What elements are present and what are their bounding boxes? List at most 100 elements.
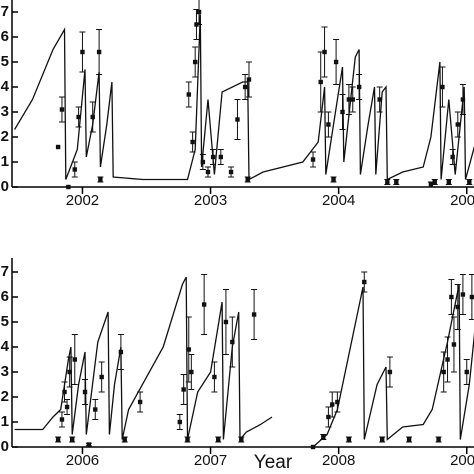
observed-point bbox=[64, 404, 70, 410]
y-tick-label: 4 bbox=[1, 78, 10, 95]
y-tick-label: 7 bbox=[1, 263, 9, 280]
observed-point bbox=[330, 402, 335, 407]
x-tick-label: 2007 bbox=[194, 452, 227, 469]
observed-point bbox=[76, 114, 81, 120]
y-tick-label: 3 bbox=[1, 363, 9, 380]
observed-point bbox=[190, 139, 195, 145]
observed-point bbox=[310, 444, 316, 450]
x-tick-label: 2008 bbox=[322, 452, 355, 469]
x-axis-label: Year bbox=[254, 452, 293, 473]
observed-point bbox=[218, 154, 224, 160]
observed-point bbox=[230, 339, 235, 345]
x-tick-label: 2003 bbox=[194, 192, 227, 209]
observed-point bbox=[460, 292, 466, 297]
observed-point bbox=[380, 437, 385, 442]
observed-point bbox=[181, 387, 186, 392]
observed-point bbox=[346, 97, 352, 102]
y-tick-label: 2 bbox=[1, 128, 9, 145]
y-tick-label: 6 bbox=[1, 28, 9, 45]
x-tick-label: 2005 bbox=[450, 192, 474, 209]
observed-point bbox=[326, 122, 331, 127]
observed-point bbox=[228, 169, 234, 175]
observed-point bbox=[205, 169, 211, 175]
y-tick-label: 0 bbox=[1, 438, 9, 455]
observed-point bbox=[200, 159, 206, 165]
observed-point bbox=[212, 374, 217, 380]
observed-point bbox=[340, 109, 345, 115]
observed-point bbox=[70, 437, 75, 442]
observed-point bbox=[59, 107, 65, 112]
observed-point bbox=[99, 374, 104, 380]
observed-point bbox=[449, 294, 454, 300]
y-tick-label: 6 bbox=[1, 288, 9, 305]
observed-point bbox=[67, 369, 72, 375]
y-tick-label: 5 bbox=[1, 53, 9, 70]
observed-point bbox=[59, 417, 65, 422]
observed-point bbox=[446, 179, 452, 185]
observed-point bbox=[82, 389, 88, 395]
observed-point bbox=[122, 437, 127, 442]
observed-point bbox=[331, 177, 336, 182]
observed-point bbox=[377, 97, 382, 102]
observed-point bbox=[210, 154, 216, 160]
observed-point bbox=[223, 319, 229, 325]
observed-point bbox=[137, 399, 143, 405]
y-tick-label: 5 bbox=[1, 313, 9, 330]
observed-point bbox=[251, 312, 257, 317]
observed-point bbox=[440, 84, 445, 90]
observed-point bbox=[310, 157, 316, 162]
observed-point bbox=[80, 49, 85, 55]
observed-point bbox=[189, 369, 194, 375]
observed-point bbox=[185, 437, 190, 442]
observed-point bbox=[322, 49, 327, 55]
observed-point bbox=[239, 437, 244, 442]
model-line bbox=[14, 276, 474, 448]
observed-point bbox=[450, 154, 455, 160]
y-tick-label: 4 bbox=[1, 338, 10, 355]
y-tick-label: 1 bbox=[1, 413, 9, 430]
x-tick-label: 2004 bbox=[322, 192, 355, 209]
observed-point bbox=[55, 437, 61, 442]
observed-point bbox=[362, 279, 367, 285]
observed-point bbox=[464, 369, 469, 375]
observed-point bbox=[455, 304, 460, 310]
model-line bbox=[14, 14, 474, 181]
observed-point bbox=[55, 144, 61, 150]
observed-point bbox=[192, 59, 198, 65]
observed-point bbox=[66, 184, 71, 190]
observed-point bbox=[321, 434, 326, 440]
observed-point bbox=[246, 77, 252, 82]
observed-point bbox=[394, 179, 399, 185]
observed-point bbox=[235, 117, 240, 122]
observed-point bbox=[445, 357, 450, 362]
observed-point bbox=[455, 122, 460, 127]
x-tick-label: 2009 bbox=[450, 452, 474, 469]
observed-point bbox=[98, 177, 103, 182]
observed-point bbox=[93, 407, 98, 412]
observed-point bbox=[385, 179, 390, 185]
observed-point bbox=[118, 349, 124, 355]
observed-point bbox=[335, 399, 340, 405]
y-tick-label: 3 bbox=[1, 103, 9, 120]
observed-point bbox=[451, 342, 457, 347]
observed-point bbox=[90, 114, 95, 120]
observed-point bbox=[72, 357, 77, 362]
observed-point bbox=[86, 442, 92, 447]
observed-point bbox=[96, 49, 102, 55]
observed-point bbox=[333, 59, 339, 65]
observed-point bbox=[460, 97, 466, 102]
observed-point bbox=[201, 302, 207, 307]
observed-point bbox=[469, 294, 474, 300]
observed-point bbox=[318, 79, 323, 85]
x-tick-label: 2002 bbox=[66, 192, 99, 209]
observed-point bbox=[428, 182, 434, 187]
observed-point bbox=[216, 437, 221, 442]
y-tick-label: 1 bbox=[1, 153, 9, 170]
observed-point bbox=[441, 369, 446, 375]
observed-point bbox=[245, 177, 250, 182]
observed-point bbox=[387, 369, 393, 375]
observed-point bbox=[436, 437, 441, 442]
observed-point bbox=[62, 389, 67, 395]
observed-point bbox=[356, 84, 362, 90]
